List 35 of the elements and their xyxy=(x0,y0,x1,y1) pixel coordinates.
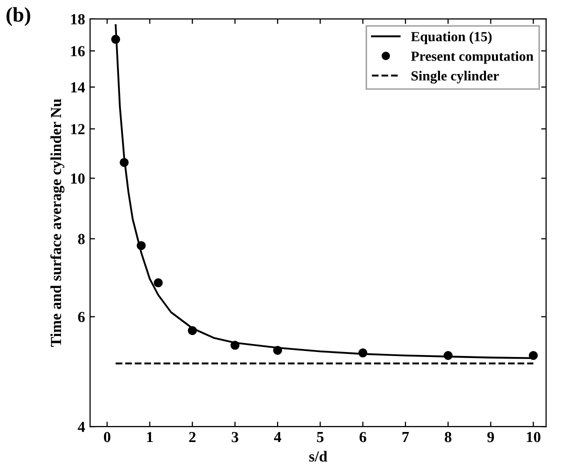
x-tick-label: 0 xyxy=(104,432,110,442)
x-tick-label: 4 xyxy=(274,432,282,442)
y-tick-label: 10 xyxy=(71,173,85,184)
x-tick-label: 8 xyxy=(444,432,452,442)
y-tick-label: 16 xyxy=(71,46,85,56)
point xyxy=(528,350,538,360)
y-tick-label: 12 xyxy=(71,124,85,134)
x-tick-label: 10 xyxy=(526,432,540,442)
point xyxy=(188,326,197,336)
legend-label: Present computation xyxy=(411,51,534,64)
y-tick-label: 6 xyxy=(78,312,85,322)
point xyxy=(444,350,453,360)
x-axis-title: s/d xyxy=(309,450,328,462)
text: (b) xyxy=(6,7,30,26)
y-axis-title: Time and surface average cylinder Nu xyxy=(50,98,64,347)
y-tick-label: 8 xyxy=(78,234,85,244)
point xyxy=(154,278,163,288)
y-tick-label: 4 xyxy=(78,422,85,432)
x-tick-label: 7 xyxy=(402,432,409,442)
x-tick-label: 9 xyxy=(487,432,494,442)
point xyxy=(120,158,129,167)
x-tick-label: 1 xyxy=(147,432,153,442)
point xyxy=(111,34,120,44)
y-tick-label: 18 xyxy=(71,14,85,24)
point xyxy=(358,348,368,358)
y-tick-label: 14 xyxy=(71,82,85,92)
point xyxy=(230,340,240,350)
x-tick-label: 6 xyxy=(360,432,366,442)
point xyxy=(136,241,146,250)
point xyxy=(273,346,282,355)
legend-label: Equation (15) xyxy=(411,32,492,44)
x-tick-label: 2 xyxy=(189,432,196,442)
legend-label: Single cylinder xyxy=(412,70,499,84)
x-tick-label: 5 xyxy=(317,432,324,442)
x-tick-label: 3 xyxy=(232,432,238,442)
